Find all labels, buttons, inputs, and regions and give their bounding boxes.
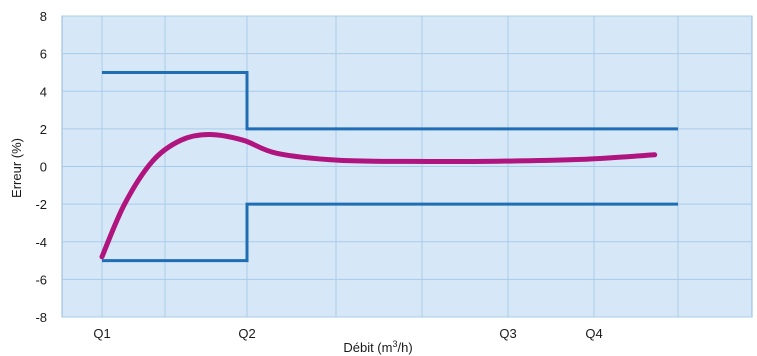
x-tick-labels: Q1 Q2 Q3 Q4 <box>93 326 602 341</box>
y-tick-label: 8 <box>40 9 47 24</box>
error-curve-line <box>99 132 658 260</box>
series-lines <box>99 70 678 263</box>
x-tick-label: Q4 <box>585 326 602 341</box>
y-tick-label: -2 <box>35 197 47 212</box>
y-tick-label: -6 <box>35 272 47 287</box>
x-tick-label: Q1 <box>93 326 110 341</box>
x-tick-label: Q2 <box>238 326 255 341</box>
x-tick-label: Q3 <box>499 326 516 341</box>
y-tick-label: 2 <box>40 122 47 137</box>
x-axis-title: Débit (m3/h) <box>343 339 412 355</box>
y-tick-label: -8 <box>35 310 47 325</box>
x-axis-title-suffix: /h) <box>397 340 412 355</box>
upper-limit-line <box>102 70 678 131</box>
y-tick-label: 0 <box>40 160 47 175</box>
y-tick-label: 6 <box>40 47 47 62</box>
y-tick-label: 4 <box>40 84 47 99</box>
x-axis-title-prefix: Débit (m <box>343 340 392 355</box>
plot-area <box>61 15 753 318</box>
lower-limit-line <box>102 202 678 263</box>
y-tick-labels: 8 6 4 2 0 -2 -4 -6 -8 <box>35 9 47 325</box>
x-axis-title-superscript: 3 <box>392 339 397 349</box>
y-tick-label: -4 <box>35 235 47 250</box>
y-axis-title: Erreur (%) <box>9 138 24 198</box>
